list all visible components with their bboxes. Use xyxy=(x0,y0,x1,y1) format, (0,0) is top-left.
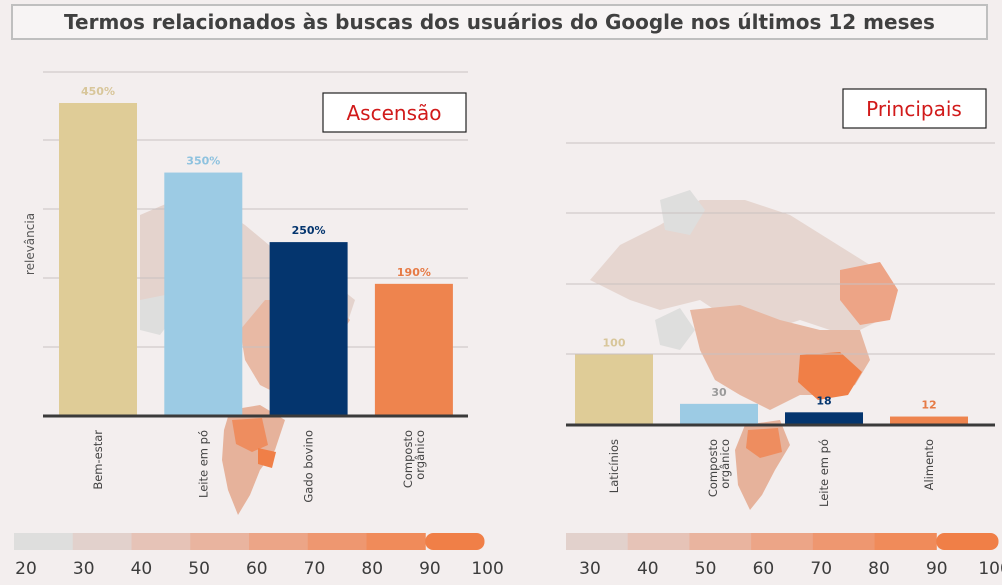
data-label-3: 250% xyxy=(292,224,326,237)
scale-segment-4 xyxy=(751,533,814,550)
category-label-line: Composto xyxy=(706,439,720,497)
category-label-line: Leite em pó xyxy=(196,430,210,498)
category-label-line: Leite em pó xyxy=(817,439,831,507)
left-bars: 450% 350% 250% 190% xyxy=(59,85,453,416)
scale-label-9: 100 xyxy=(471,559,503,579)
left-chart: relevância 450% 350% 250% 190% Bem-estar Lei… xyxy=(23,71,468,503)
data-label-3: 18 xyxy=(816,394,831,407)
scale-segment-3 xyxy=(689,533,752,550)
data-label-2: 350% xyxy=(186,155,220,168)
bar-1 xyxy=(575,354,653,425)
scale-segment-8 xyxy=(425,533,485,550)
category-label-1: Laticínios xyxy=(607,439,621,493)
scale-segment-6 xyxy=(307,533,367,550)
right-map-gray-2 xyxy=(655,308,695,350)
scale-label-8: 100 xyxy=(978,559,1002,579)
category-label-line: Bem-estar xyxy=(91,430,105,490)
bar-4 xyxy=(374,283,453,416)
category-label-line: Composto xyxy=(401,430,415,488)
scale-segment-4 xyxy=(190,533,250,550)
scale-label-1: 30 xyxy=(579,559,601,579)
category-label-line: Laticínios xyxy=(607,439,621,493)
scale-segment-3 xyxy=(131,533,191,550)
scale-segment-1 xyxy=(14,533,74,550)
scale-label-6: 80 xyxy=(868,559,890,579)
left-color-scale: 20 30 40 50 60 70 80 90 100 xyxy=(14,533,504,579)
scale-label-1: 20 xyxy=(15,559,37,579)
right-map-south-accent xyxy=(746,428,782,458)
scale-label-6: 70 xyxy=(304,559,326,579)
scale-label-4: 50 xyxy=(188,559,210,579)
category-label-3: Gado bovino xyxy=(302,430,316,503)
right-map-north xyxy=(590,200,895,330)
category-label-line: Alimento xyxy=(922,439,936,490)
category-label-4: Alimento xyxy=(922,439,936,490)
category-label-line: orgânico xyxy=(718,439,732,489)
scale-label-5: 70 xyxy=(810,559,832,579)
scale-label-5: 60 xyxy=(246,559,268,579)
data-label-1: 100 xyxy=(603,337,626,350)
right-panel-title-box xyxy=(842,88,987,129)
scale-label-2: 40 xyxy=(637,559,659,579)
right-gridlines xyxy=(566,142,995,355)
scale-segment-2 xyxy=(627,533,690,550)
right-bars: 100 30 18 12 xyxy=(575,337,968,425)
left-y-axis-label: relevância xyxy=(23,213,37,275)
scale-segment-2 xyxy=(72,533,132,550)
bar-4 xyxy=(890,416,968,425)
scale-label-3: 50 xyxy=(695,559,717,579)
right-map-east xyxy=(840,262,898,325)
left-panel-title: Ascensão xyxy=(347,101,442,125)
category-label-1: Bem-estar xyxy=(91,430,105,490)
bar-2 xyxy=(164,172,243,416)
data-label-4: 190% xyxy=(397,266,431,279)
bar-3 xyxy=(269,242,348,416)
left-map-south-accent xyxy=(232,418,268,452)
bar-2 xyxy=(680,403,758,425)
category-label-line: orgânico xyxy=(413,430,427,480)
left-category-labels: Bem-estar Leite em pó Gado bovino Compostoo… xyxy=(91,430,427,503)
scale-label-7: 80 xyxy=(361,559,383,579)
bar-1 xyxy=(59,103,137,416)
bar-3 xyxy=(785,412,863,425)
scale-label-8: 90 xyxy=(419,559,441,579)
category-label-3: Leite em pó xyxy=(817,439,831,507)
right-panel-title: Principais xyxy=(866,97,962,121)
left-map-se-accent xyxy=(258,448,276,468)
scale-label-2: 30 xyxy=(73,559,95,579)
right-map-background xyxy=(590,190,898,510)
chart-title: Termos relacionados às buscas dos usuári… xyxy=(11,4,988,40)
scale-segment-1 xyxy=(566,533,629,550)
scale-segment-7 xyxy=(936,533,999,550)
scale-segment-7 xyxy=(366,533,426,550)
right-map-accent xyxy=(798,352,862,400)
left-panel-title-box xyxy=(322,92,467,133)
scale-segment-5 xyxy=(812,533,876,550)
scale-label-3: 40 xyxy=(131,559,153,579)
right-color-scale: 30 40 50 60 70 80 90 100 xyxy=(566,533,1002,579)
category-label-2: Leite em pó xyxy=(196,430,210,498)
data-label-2: 30 xyxy=(711,386,727,399)
scale-segment-6 xyxy=(874,533,937,550)
category-label-line: Gado bovino xyxy=(302,430,316,503)
scale-segment-5 xyxy=(249,533,309,550)
scale-label-4: 60 xyxy=(753,559,775,579)
data-label-1: 450% xyxy=(81,85,115,98)
data-label-4: 12 xyxy=(921,399,936,412)
scale-label-7: 90 xyxy=(926,559,948,579)
